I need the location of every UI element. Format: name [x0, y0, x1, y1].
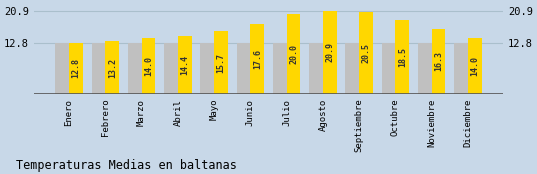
Bar [69, 43, 83, 94]
Text: 15.7: 15.7 [216, 53, 226, 73]
Text: 14.0: 14.0 [144, 56, 153, 76]
Bar [287, 14, 300, 94]
Bar [214, 31, 228, 94]
Bar [237, 43, 250, 94]
Bar [345, 43, 359, 94]
Text: 14.4: 14.4 [180, 55, 189, 75]
Bar [323, 11, 337, 94]
Bar [309, 43, 323, 94]
Bar [128, 43, 142, 94]
Bar [92, 43, 105, 94]
Bar [200, 43, 214, 94]
Text: 18.5: 18.5 [398, 47, 407, 67]
Text: 13.2: 13.2 [108, 58, 117, 78]
Bar [273, 43, 287, 94]
Bar [468, 38, 482, 94]
Bar [382, 43, 395, 94]
Bar [55, 43, 69, 94]
Bar [395, 20, 409, 94]
Text: Temperaturas Medias en baltanas: Temperaturas Medias en baltanas [16, 159, 237, 172]
Text: 17.6: 17.6 [253, 49, 262, 69]
Text: 20.5: 20.5 [361, 43, 371, 63]
Bar [164, 43, 178, 94]
Text: 20.0: 20.0 [289, 44, 298, 64]
Bar [454, 43, 468, 94]
Bar [250, 24, 264, 94]
Text: 12.8: 12.8 [71, 58, 81, 78]
Bar [418, 43, 432, 94]
Bar [142, 38, 155, 94]
Text: 20.9: 20.9 [325, 42, 334, 62]
Bar [105, 41, 119, 94]
Bar [359, 12, 373, 94]
Text: 16.3: 16.3 [434, 51, 443, 71]
Bar [432, 29, 445, 94]
Bar [178, 36, 192, 94]
Text: 14.0: 14.0 [470, 56, 479, 76]
